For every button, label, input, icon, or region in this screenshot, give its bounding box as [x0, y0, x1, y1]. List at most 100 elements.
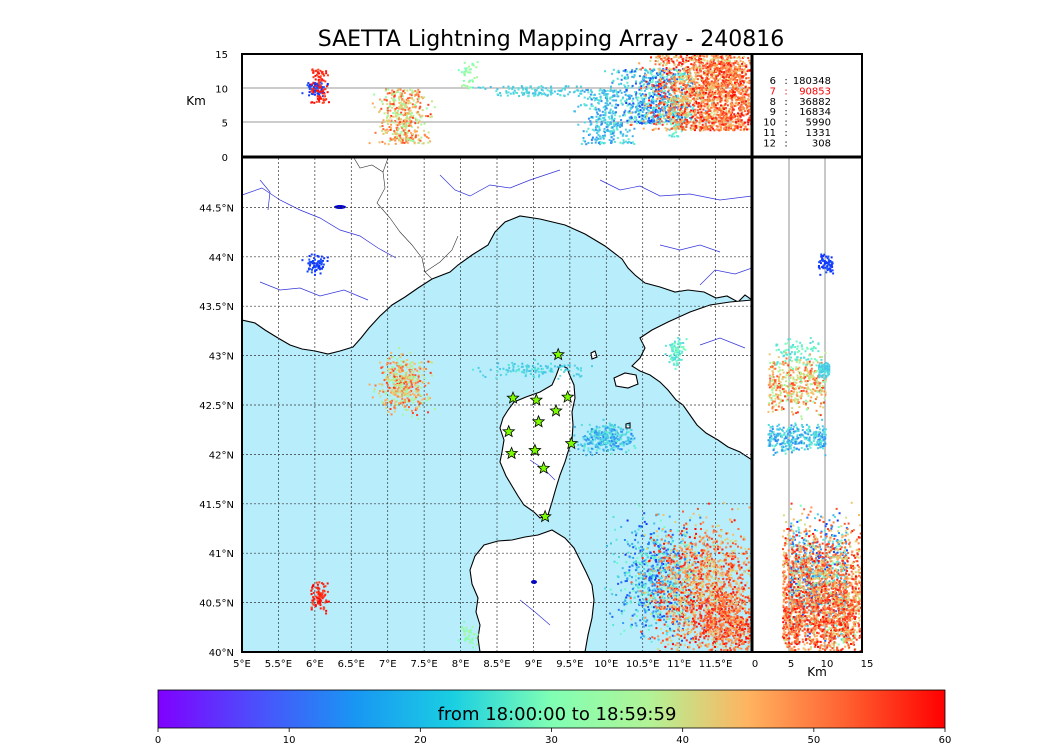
lightning-source — [680, 114, 683, 117]
lightning-source — [429, 360, 432, 363]
lightning-source — [729, 96, 732, 99]
lightning-source — [676, 101, 679, 104]
lightning-source — [583, 90, 586, 93]
lightning-source — [312, 583, 315, 586]
lightning-source — [687, 94, 690, 97]
lightning-source — [679, 55, 682, 58]
lightning-source — [731, 96, 734, 99]
lightning-source — [675, 364, 678, 367]
lightning-source — [606, 449, 609, 452]
lightning-source — [717, 116, 720, 119]
lightning-source — [393, 94, 396, 97]
lightning-source — [659, 79, 662, 82]
lightning-source — [737, 66, 740, 69]
lightning-source — [401, 365, 404, 368]
lightning-source — [660, 113, 663, 116]
lightning-source — [465, 637, 468, 640]
lightning-source — [397, 88, 400, 91]
lightning-source — [668, 106, 671, 109]
lightning-source — [313, 93, 316, 96]
lightning-source — [381, 100, 384, 103]
lightning-source — [608, 111, 611, 114]
lightning-source — [314, 604, 317, 607]
lightning-source — [712, 64, 715, 67]
lightning-source — [763, 76, 765, 78]
lightning-source — [411, 103, 414, 106]
lightning-source — [673, 362, 676, 365]
lightning-source — [728, 108, 731, 111]
lightning-source — [405, 393, 408, 396]
lightning-source — [319, 603, 322, 606]
lightning-source — [729, 63, 732, 66]
lightning-source — [728, 124, 731, 127]
lightning-source — [511, 88, 514, 91]
lightning-source — [698, 74, 701, 77]
lightning-source — [696, 109, 699, 112]
lightning-source — [673, 119, 676, 122]
lightning-source — [685, 581, 688, 584]
lightning-source — [421, 381, 424, 384]
lightning-source — [393, 109, 396, 112]
lightning-source — [756, 126, 758, 128]
lightning-source — [681, 79, 684, 82]
lightning-source — [471, 79, 474, 82]
lightning-source — [394, 391, 397, 394]
lightning-source — [603, 142, 606, 145]
lightning-source — [666, 104, 669, 107]
lightning-source — [326, 582, 329, 585]
lightning-source — [405, 391, 408, 394]
lightning-source — [718, 67, 721, 70]
lightning-source — [402, 399, 405, 402]
lightning-source — [391, 103, 394, 106]
lightning-source — [399, 387, 402, 390]
lightning-source — [727, 128, 730, 131]
lightning-source — [737, 82, 740, 85]
lightning-source — [649, 80, 652, 83]
lightning-source — [692, 87, 695, 90]
lightning-source — [400, 400, 403, 403]
lightning-source — [399, 132, 402, 135]
lightning-source — [673, 109, 676, 112]
lightning-source — [706, 105, 709, 108]
lightning-source — [722, 120, 725, 123]
lightning-source — [628, 440, 631, 443]
lightning-source — [420, 136, 423, 139]
lightning-source — [726, 69, 729, 72]
lightning-source — [318, 81, 321, 84]
lightning-source — [754, 79, 756, 81]
lightning-source — [591, 136, 594, 139]
lightning-source — [541, 93, 544, 96]
lightning-source — [404, 398, 407, 401]
lightning-source — [712, 57, 715, 60]
lightning-source — [681, 128, 684, 131]
lightning-source — [734, 74, 737, 77]
lightning-source — [714, 77, 717, 80]
lightning-source — [706, 107, 709, 110]
lightning-source — [624, 433, 627, 436]
lightning-source — [700, 118, 703, 121]
lightning-source — [585, 454, 588, 457]
lightning-source — [631, 84, 634, 87]
lightning-source — [688, 70, 691, 73]
lightning-source — [397, 363, 400, 366]
lightning-source — [720, 117, 723, 120]
lightning-source — [760, 109, 762, 111]
lightning-source — [653, 115, 656, 118]
lightning-source — [611, 434, 614, 437]
lightning-source — [666, 98, 669, 101]
lightning-source — [674, 121, 677, 124]
lightning-source — [399, 388, 402, 391]
lightning-source — [407, 97, 410, 100]
lightning-source — [418, 366, 421, 369]
lightning-source — [407, 102, 410, 105]
lightning-source — [693, 91, 696, 94]
altitude-top-panel — [242, 54, 765, 157]
lightning-source — [471, 637, 474, 640]
lightning-source — [535, 89, 538, 92]
lightning-source — [736, 96, 739, 99]
lightning-source — [639, 105, 642, 108]
lightning-source — [404, 394, 407, 397]
lightning-source — [677, 343, 680, 346]
lightning-source — [743, 62, 746, 65]
lightning-source — [652, 557, 655, 560]
